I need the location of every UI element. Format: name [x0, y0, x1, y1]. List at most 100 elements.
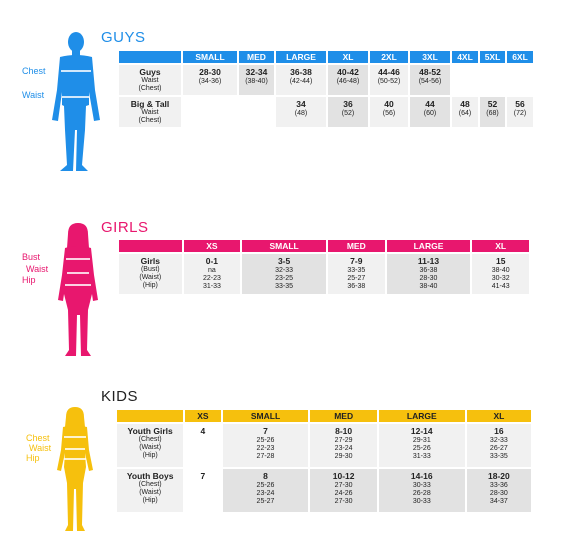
guys-cell: 44-46 (50-52) [370, 65, 408, 95]
cell-measure: (34-36) [198, 78, 222, 85]
girls-header-large: LARGE [386, 240, 471, 252]
kids-cell: 7 [185, 469, 220, 512]
girls-cell: 15 38-40 30-32 41-43 [472, 254, 529, 294]
kids-hip-label: Hip [26, 453, 40, 463]
guys-header-small: SMALL [183, 51, 237, 63]
girls-header-blank [119, 240, 182, 252]
guys-cell: 28-30 (34-36) [183, 65, 237, 95]
guys-row: Guys Waist (Chest) 28-30 (34-36) 32-34 (38-40)… [119, 65, 533, 95]
cell-measure: (50-52) [377, 78, 401, 85]
cell-measure: (72) [513, 110, 527, 117]
cell-measure: (54-56) [418, 78, 442, 85]
guys-header-blank [119, 51, 181, 63]
cell-size: 3-5 [277, 256, 291, 266]
cell-measure: 25-27 [256, 498, 275, 505]
guys-waist-label: Waist [22, 90, 45, 100]
row-label-title: Youth Girls [127, 426, 173, 436]
girls-header-small: SMALL [242, 240, 327, 252]
guys-cell: 56 (72) [507, 97, 533, 127]
cell-size: 12-14 [410, 426, 433, 436]
guys-size-table: SMALL MED LARGE XL 2XL 3XL 4XL 5XL 6XL Guys Waist… [117, 49, 535, 129]
cell-measure: 27-29 [334, 437, 353, 444]
guys-cell: 36-38 (42-44) [276, 65, 326, 95]
guys-cell: 36 (52) [328, 97, 368, 127]
kids-row-label: Youth Boys (Chest) (Waist) (Hip) [117, 469, 184, 512]
girls-cell: 3-5 32-33 23-25 33-35 [242, 254, 327, 294]
child-figure-icon [57, 407, 93, 531]
guys-cell: 40-42 (46-48) [328, 65, 368, 95]
kids-title: KIDS [101, 388, 139, 405]
girls-cell: 11-13 36-38 28-30 38-40 [386, 254, 471, 294]
cell-measure: 27-30 [334, 482, 353, 489]
guys-cell [239, 97, 274, 127]
kids-cell: 7 25-26 22-23 27-28 [222, 424, 309, 467]
guys-header-4xl: 4XL [452, 51, 478, 63]
cell-measure: 29-31 [412, 437, 431, 444]
guys-row-label: Big & Tall Waist (Chest) [119, 97, 181, 127]
girls-cell: 0-1 na 22-23 31-33 [183, 254, 241, 294]
guys-row-label: Guys Waist (Chest) [119, 65, 181, 95]
cell-measure: (60) [423, 110, 437, 117]
cell-measure: 38-40 [419, 283, 438, 290]
kids-header-large: LARGE [378, 410, 465, 422]
kids-cell: 12-14 29-31 25-26 31-33 [378, 424, 465, 467]
cell-measure: 25-26 [412, 445, 431, 452]
girls-header-med: MED [328, 240, 385, 252]
cell-measure: 33-35 [347, 267, 366, 274]
cell-measure: 41-43 [491, 283, 510, 290]
row-label-sub: (Hip) [142, 282, 158, 289]
guys-cell: 52 (68) [480, 97, 505, 127]
row-label-sub: (Chest) [138, 85, 162, 92]
cell-measure: 25-26 [256, 437, 275, 444]
cell-size: 7 [263, 426, 268, 436]
row-label-sub: (Hip) [142, 452, 158, 459]
cell-measure: 30-33 [412, 482, 431, 489]
guys-header-5xl: 5XL [480, 51, 505, 63]
girls-title: GIRLS [101, 219, 149, 236]
cell-measure: 31-33 [412, 453, 431, 460]
cell-measure: 26-27 [489, 445, 508, 452]
cell-measure: 31-33 [202, 283, 221, 290]
cell-measure: 33-35 [489, 453, 508, 460]
cell-measure: (42-44) [289, 78, 313, 85]
cell-measure: 32-33 [489, 437, 508, 444]
cell-size: 52 [487, 99, 498, 109]
cell-size: 11-13 [417, 256, 440, 266]
cell-measure: 33-35 [275, 283, 294, 290]
girls-row-label: Girls (Bust) (Waist) (Hip) [119, 254, 182, 294]
row-label-sub: (Chest) [138, 436, 162, 443]
cell-measure: 22-23 [202, 275, 221, 282]
cell-size: 56 [515, 99, 525, 109]
row-label-sub: (Waist) [139, 444, 162, 451]
row-label-sub: (Chest) [138, 117, 162, 124]
girls-hip-label: Hip [22, 275, 36, 285]
row-label-sub: (Hip) [142, 497, 158, 504]
guys-cell: 40 (56) [370, 97, 408, 127]
row-label-sub: (Chest) [138, 481, 162, 488]
kids-cell: 16 32-33 26-27 33-35 [466, 424, 531, 467]
cell-size: 0-1 [205, 256, 219, 266]
guys-cell [452, 65, 478, 95]
kids-header-xl: XL [466, 410, 531, 422]
cell-measure: (48) [294, 110, 308, 117]
cell-measure: 36-38 [347, 283, 366, 290]
cell-measure: (46-48) [336, 78, 360, 85]
row-label-title: Girls [140, 256, 160, 266]
row-label-title: Youth Boys [126, 471, 174, 481]
kids-cell: 18-20 33-36 28-30 34-37 [466, 469, 531, 512]
girls-header-xl: XL [472, 240, 529, 252]
row-label-title: Big & Tall [130, 99, 170, 109]
cell-measure: 32-33 [275, 267, 294, 274]
guys-cell: 34 (48) [276, 97, 326, 127]
cell-measure: 27-28 [256, 453, 275, 460]
guys-row: Big & Tall Waist (Chest) 34 (48) 36 (52) 40 (56)… [119, 97, 533, 127]
cell-size: 15 [495, 256, 506, 266]
cell-measure: 30-33 [412, 498, 431, 505]
girls-bust-label: Bust [22, 252, 41, 262]
guys-cell: 48-52 (54-56) [410, 65, 450, 95]
cell-measure: 30-32 [491, 275, 510, 282]
cell-size: 10-12 [332, 471, 355, 481]
cell-size: 32-34 [245, 67, 268, 77]
guys-header-med: MED [239, 51, 274, 63]
cell-measure: 28-30 [489, 490, 508, 497]
